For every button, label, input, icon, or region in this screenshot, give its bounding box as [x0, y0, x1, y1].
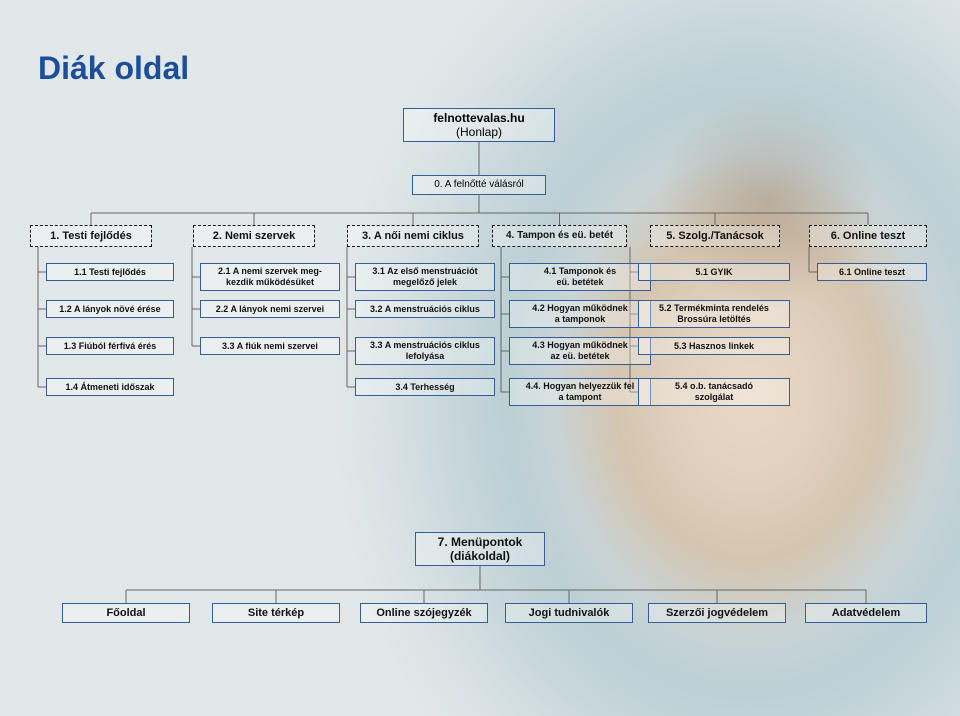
l2-c4-1-label: 4.2 Hogyan működnek	[532, 303, 628, 314]
l2-c3-2-label: 3.3 A menstruációs ciklus	[370, 340, 480, 351]
section7-item-1-label: Site térkép	[248, 607, 304, 620]
l2-c3-1-label: 3.2 A menstruációs ciklus	[370, 304, 480, 315]
l2-c2-1: 2.2 A lányok nemi szervei	[200, 300, 340, 318]
l2-c4-3: 4.4. Hogyan helyezzük fela tampont	[509, 378, 651, 406]
section7-item-0-label: Főoldal	[106, 607, 145, 620]
l2-c5-2-label: 5.3 Hasznos linkek	[674, 341, 754, 352]
l2-c2-2-label: 3.3 A fiúk nemi szervei	[222, 341, 318, 352]
section7-subtitle: (diákoldal)	[450, 549, 510, 563]
l1-node-1-label: 2. Nemi szervek	[213, 230, 296, 243]
l2-c5-2: 5.3 Hasznos linkek	[638, 337, 790, 355]
l1-node-5: 6. Online teszt	[809, 225, 927, 247]
l2-c5-0-label: 5.1 GYIK	[695, 267, 732, 278]
section7-item-5: Adatvédelem	[805, 603, 927, 623]
l2-c4-2-label: 4.3 Hogyan működnek	[532, 340, 628, 351]
l2-c3-0-label: 3.1 Az első menstruációt	[372, 266, 477, 277]
l1-node-4-label: 5. Szolg./Tanácsok	[666, 230, 764, 243]
section7-item-3: Jogi tudnivalók	[505, 603, 633, 623]
l2-c3-0-label: megelőző jelek	[393, 277, 457, 288]
l2-c1-3: 1.4 Átmeneti időszak	[46, 378, 174, 396]
l2-c1-3-label: 1.4 Átmeneti időszak	[65, 382, 154, 393]
l1-node-2: 3. A női nemi ciklus	[347, 225, 479, 247]
l2-c1-2: 1.3 Fiúból férfivá érés	[46, 337, 174, 355]
l1-node-3-label: 4. Tampon és eü. betét	[506, 230, 613, 242]
l2-c5-0: 5.1 GYIK	[638, 263, 790, 281]
l2-c6-0: 6.1 Online teszt	[817, 263, 927, 281]
l2-c4-3-label: a tampont	[558, 392, 601, 403]
l1-node-1: 2. Nemi szervek	[193, 225, 315, 247]
l2-c1-1: 1.2 A lányok növé érése	[46, 300, 174, 318]
l1-node-2-label: 3. A női nemi ciklus	[362, 230, 464, 243]
l2-c1-2-label: 1.3 Fiúból férfivá érés	[64, 341, 157, 352]
l1-node-0: 1. Testi fejlődés	[30, 225, 152, 247]
section7-title: 7. Menüpontok	[438, 535, 523, 549]
l2-c4-1: 4.2 Hogyan működneka tamponok	[509, 300, 651, 328]
l2-c5-3-label: szolgálat	[695, 392, 734, 403]
l2-c3-3: 3.4 Terhesség	[355, 378, 495, 396]
l2-c4-1-label: a tamponok	[555, 314, 606, 325]
section7-item-4-label: Szerzői jogvédelem	[666, 607, 768, 620]
root-title: felnottevalas.hu	[433, 111, 524, 125]
l2-c6-0-label: 6.1 Online teszt	[839, 267, 905, 278]
l2-c4-0: 4.1 Tamponok éseü. betétek	[509, 263, 651, 291]
section7-item-3-label: Jogi tudnivalók	[529, 607, 610, 620]
l2-c3-3-label: 3.4 Terhesség	[395, 382, 454, 393]
l2-c2-0: 2.1 A nemi szervek meg-kezdik működésüke…	[200, 263, 340, 291]
l2-c1-0-label: 1.1 Testi fejlődés	[74, 267, 146, 278]
l1-node-4: 5. Szolg./Tanácsok	[650, 225, 780, 247]
l2-c1-1-label: 1.2 A lányok növé érése	[59, 304, 160, 315]
l2-c2-2: 3.3 A fiúk nemi szervei	[200, 337, 340, 355]
l2-c2-0-label: kezdik működésüket	[226, 277, 314, 288]
section7-item-1: Site térkép	[212, 603, 340, 623]
l2-c5-1: 5.2 Termékminta rendelésBrossúra letölté…	[638, 300, 790, 328]
l2-c4-3-label: 4.4. Hogyan helyezzük fel	[526, 381, 635, 392]
l2-c3-0: 3.1 Az első menstruációtmegelőző jelek	[355, 263, 495, 291]
subroot-label: 0. A felnőtté válásról	[434, 179, 524, 191]
l2-c3-2: 3.3 A menstruációs cikluslefolyása	[355, 337, 495, 365]
section7-header: 7. Menüpontok(diákoldal)	[415, 532, 545, 566]
l2-c4-2: 4.3 Hogyan működnekaz eü. betétek	[509, 337, 651, 365]
section7-item-0: Főoldal	[62, 603, 190, 623]
l2-c2-1-label: 2.2 A lányok nemi szervei	[216, 304, 324, 315]
section7-item-5-label: Adatvédelem	[832, 607, 900, 620]
l2-c4-0-label: 4.1 Tamponok és	[544, 266, 616, 277]
l2-c1-0: 1.1 Testi fejlődés	[46, 263, 174, 281]
l2-c3-2-label: lefolyása	[406, 351, 445, 362]
l2-c4-0-label: eü. betétek	[556, 277, 603, 288]
l2-c5-1-label: 5.2 Termékminta rendelés	[659, 303, 769, 314]
l1-node-0-label: 1. Testi fejlődés	[50, 230, 132, 243]
section7-item-2-label: Online szójegyzék	[376, 607, 471, 620]
l1-node-5-label: 6. Online teszt	[831, 230, 906, 243]
section7-item-4: Szerzői jogvédelem	[648, 603, 786, 623]
l1-node-3: 4. Tampon és eü. betét	[492, 225, 627, 247]
section7-item-2: Online szójegyzék	[360, 603, 488, 623]
l2-c2-0-label: 2.1 A nemi szervek meg-	[218, 266, 322, 277]
root-subtitle: (Honlap)	[456, 125, 502, 139]
l2-c5-3: 5.4 o.b. tanácsadószolgálat	[638, 378, 790, 406]
subroot-node: 0. A felnőtté válásról	[412, 175, 546, 195]
l2-c4-2-label: az eü. betétek	[550, 351, 609, 362]
l2-c5-1-label: Brossúra letöltés	[677, 314, 751, 325]
l2-c5-3-label: 5.4 o.b. tanácsadó	[675, 381, 753, 392]
root-node: felnottevalas.hu (Honlap)	[403, 108, 555, 142]
l2-c3-1: 3.2 A menstruációs ciklus	[355, 300, 495, 318]
